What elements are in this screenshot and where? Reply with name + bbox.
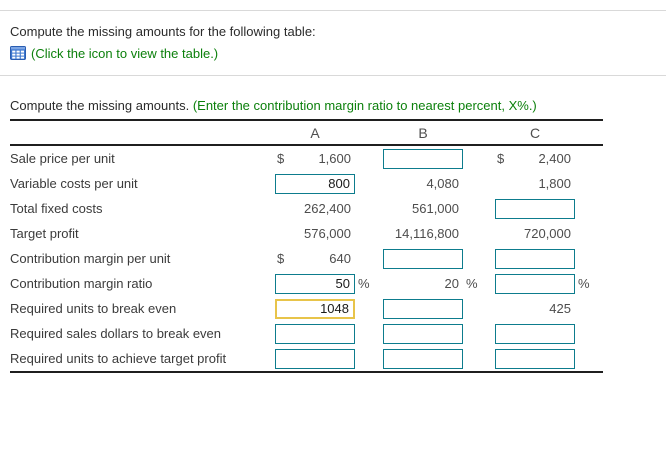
cell-a (275, 296, 355, 321)
cell-b: 14,116,800 (383, 221, 463, 246)
cell-input[interactable] (383, 348, 463, 369)
cell-input[interactable] (383, 248, 463, 269)
cell-b (383, 321, 463, 346)
cell-a: $ 640 (275, 246, 355, 271)
cell-input[interactable] (275, 273, 355, 294)
cell-input-active[interactable] (275, 298, 355, 319)
cell-value: 14,116,800 (394, 226, 459, 241)
table-row: Total fixed costs 262,400 561,000 (10, 196, 603, 221)
currency-symbol: $ (277, 151, 285, 166)
top-divider (0, 10, 666, 11)
cell-input[interactable] (495, 273, 575, 294)
cell-value: 640 (329, 251, 351, 266)
table-top-rule (10, 119, 603, 121)
cell-input[interactable] (383, 323, 463, 344)
cell-c (495, 246, 575, 271)
table-header-row: A B C (10, 121, 603, 144)
row-label: Sale price per unit (10, 151, 115, 166)
cell-c: 720,000 (495, 221, 575, 246)
col-header-a: A (310, 124, 320, 141)
cell-b: 4,080 (383, 171, 463, 196)
instruction-note: (Enter the contribution margin ratio to … (189, 98, 537, 113)
row-label: Required units to achieve target profit (10, 351, 227, 366)
cell-input[interactable] (495, 198, 575, 219)
table-row: Required units to achieve target profit (10, 346, 603, 371)
cell-value: 561,000 (412, 201, 459, 216)
cell-a: 576,000 (275, 221, 355, 246)
table-row: Variable costs per unit 4,080 1,800 (10, 171, 603, 196)
cell-c: $ 2,400 (495, 146, 575, 171)
percent-symbol: % (578, 276, 590, 291)
instruction: Compute the missing amounts. (Enter the … (10, 98, 656, 113)
question-intro: Compute the missing amounts for the foll… (10, 24, 316, 39)
worksheet-table: A B C Sale price per unit $ 1,600 $ 2,40… (10, 119, 603, 373)
cell-value: 720,000 (524, 226, 571, 241)
cell-b: 20 (383, 271, 463, 296)
cell-value: 1,800 (538, 176, 571, 191)
cell-b (383, 146, 463, 171)
row-label: Contribution margin per unit (10, 251, 171, 266)
table-row: Target profit 576,000 14,116,800 720,000 (10, 221, 603, 246)
cell-input[interactable] (495, 348, 575, 369)
table-icon[interactable] (10, 46, 26, 60)
row-label: Required units to break even (10, 301, 177, 316)
cell-c: 425 (495, 296, 575, 321)
table-row: Required sales dollars to break even (10, 321, 603, 346)
col-header-b: B (418, 124, 428, 141)
cell-value: 2,400 (538, 151, 571, 166)
cell-a: $ 1,600 (275, 146, 355, 171)
cell-b (383, 246, 463, 271)
cell-input[interactable] (495, 323, 575, 344)
cell-b (383, 346, 463, 371)
row-label: Required sales dollars to break even (10, 326, 222, 341)
header-bottom-rule (10, 144, 603, 146)
cell-a: 262,400 (275, 196, 355, 221)
cell-input[interactable] (275, 173, 355, 194)
table-bottom-rule (10, 371, 603, 373)
cell-a (275, 171, 355, 196)
row-label: Target profit (10, 226, 79, 241)
currency-symbol: $ (277, 251, 285, 266)
cell-input[interactable] (495, 248, 575, 269)
cell-value: 262,400 (304, 201, 351, 216)
cell-input[interactable] (275, 348, 355, 369)
cell-b (383, 296, 463, 321)
percent-symbol: % (466, 276, 478, 291)
cell-b: 561,000 (383, 196, 463, 221)
cell-c (495, 196, 575, 221)
cell-input[interactable] (275, 323, 355, 344)
currency-symbol: $ (497, 151, 505, 166)
cell-c (495, 321, 575, 346)
cell-input[interactable] (383, 148, 463, 169)
cell-a (275, 321, 355, 346)
cell-input[interactable] (383, 298, 463, 319)
cell-a (275, 346, 355, 371)
row-label: Contribution margin ratio (10, 276, 153, 291)
col-header-c: C (529, 124, 541, 141)
cell-value: 576,000 (304, 226, 351, 241)
cell-c (495, 271, 575, 296)
row-label: Total fixed costs (10, 201, 103, 216)
table-row: Contribution margin ratio % 20 % % (10, 271, 603, 296)
table-row: Required units to break even 425 (10, 296, 603, 321)
cell-c: 1,800 (495, 171, 575, 196)
table-row: Sale price per unit $ 1,600 $ 2,400 (10, 146, 603, 171)
cell-c (495, 346, 575, 371)
table-link-row: (Click the icon to view the table.) (10, 45, 656, 61)
cell-value: 20 (444, 276, 459, 291)
percent-symbol: % (358, 276, 370, 291)
table-row: Contribution margin per unit $ 640 (10, 246, 603, 271)
table-link-label: (Click the icon to view the table.) (31, 45, 219, 61)
cell-value: 4,080 (426, 176, 459, 191)
row-label: Variable costs per unit (10, 176, 138, 191)
section-divider (0, 75, 666, 76)
cell-value: 425 (549, 301, 571, 316)
cell-value: 1,600 (318, 151, 351, 166)
instruction-main: Compute the missing amounts. (10, 98, 190, 113)
cell-a (275, 271, 355, 296)
